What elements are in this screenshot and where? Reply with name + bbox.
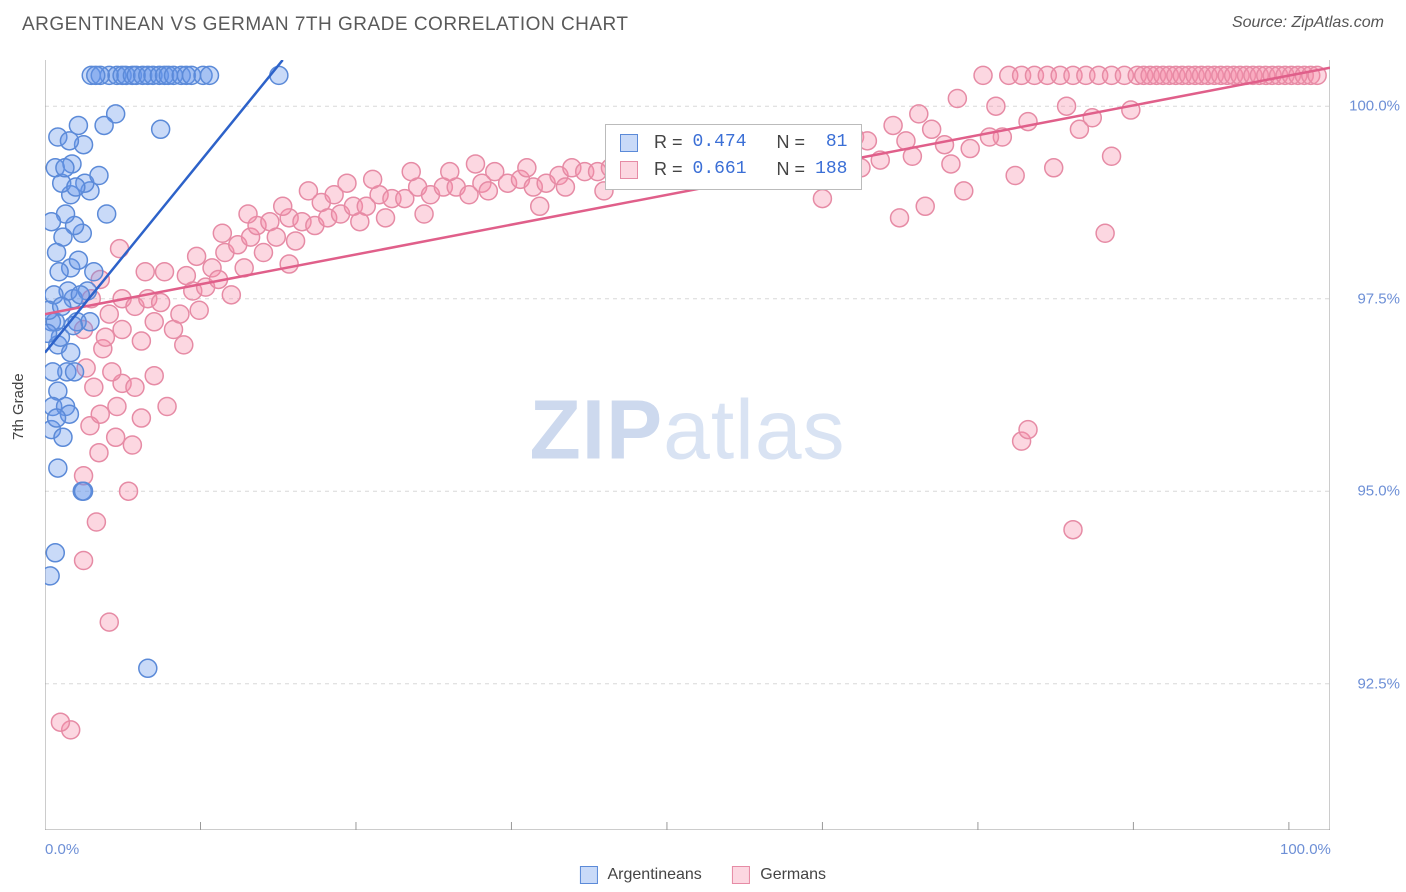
y-tick-label: 97.5% (1357, 290, 1400, 307)
chart-area: ZIPatlas R = 0.474 N = 81 R = 0.661 N = … (45, 60, 1330, 830)
chart-title: ARGENTINEAN VS GERMAN 7TH GRADE CORRELAT… (22, 14, 629, 35)
legend-item-b: Germans (732, 866, 826, 884)
y-tick-label: 92.5% (1357, 675, 1400, 692)
stats-row-a: R = 0.474 N = 81 (620, 129, 847, 156)
legend-label-a: Argentineans (608, 866, 702, 883)
legend-swatch-a-icon (580, 866, 598, 884)
y-axis-label: 7th Grade (10, 373, 27, 440)
y-tick-label: 100.0% (1349, 98, 1400, 115)
swatch-a-icon (620, 134, 638, 152)
x-tick-label: 100.0% (1280, 841, 1331, 858)
legend-swatch-b-icon (732, 866, 750, 884)
x-tick-label: 0.0% (45, 841, 79, 858)
source-label: Source: ZipAtlas.com (1232, 14, 1384, 32)
stats-legend: R = 0.474 N = 81 R = 0.661 N = 188 (605, 124, 862, 190)
y-tick-label: 95.0% (1357, 483, 1400, 500)
legend-label-b: Germans (760, 866, 826, 883)
legend-item-a: Argentineans (580, 866, 702, 884)
legend-bottom: Argentineans Germans (580, 866, 826, 884)
swatch-b-icon (620, 161, 638, 179)
stats-row-b: R = 0.661 N = 188 (620, 156, 847, 183)
